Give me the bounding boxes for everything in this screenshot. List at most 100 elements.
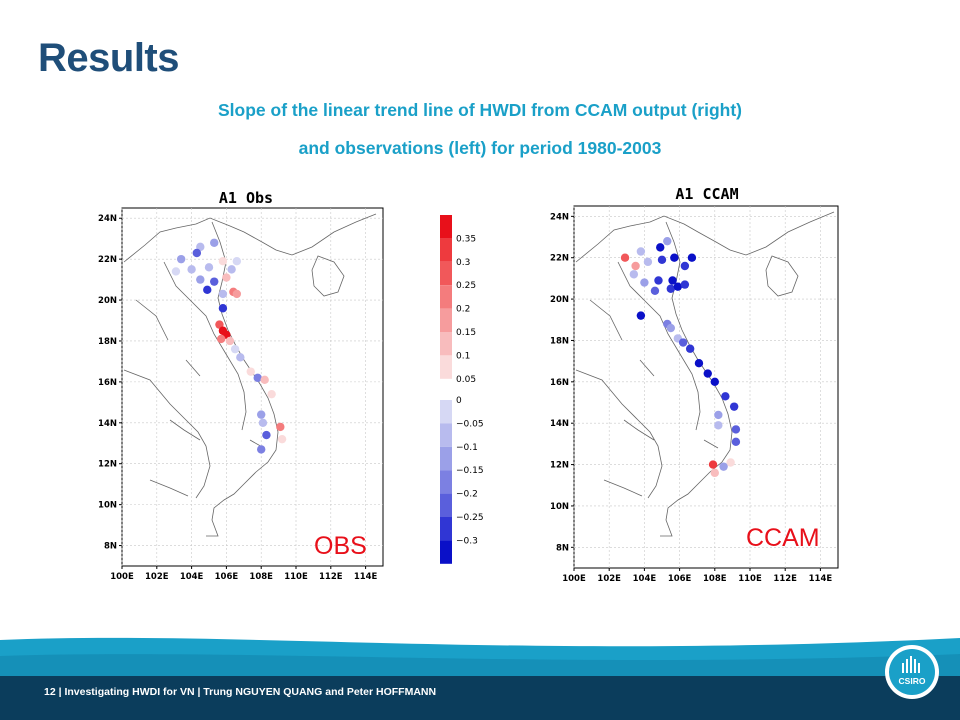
- station-point-obs: [218, 289, 228, 299]
- station-point-ccam: [657, 255, 667, 264]
- station-point-obs: [267, 389, 276, 399]
- station-point-ccam: [714, 421, 723, 430]
- colorbar-label-positive: 0.15: [456, 328, 476, 338]
- lon-label-ccam: 102E: [597, 574, 621, 584]
- station-point-obs: [227, 265, 236, 274]
- station-point-obs: [176, 254, 186, 264]
- station-point-ccam: [680, 261, 690, 271]
- station-point-obs: [222, 273, 231, 282]
- station-point-ccam: [636, 311, 646, 320]
- station-point-ccam: [640, 278, 649, 287]
- map-panel-ccam: A1 CCAM 24N 22N 20N 18N 16N 14N 12N 10N 8N 100E 10…: [550, 185, 839, 584]
- station-point-ccam: [650, 286, 660, 296]
- station-point-obs: [236, 353, 245, 362]
- lon-label-obs: 114E: [354, 572, 378, 582]
- lat-label-obs: 12N: [98, 460, 117, 470]
- colorbar-swatch-positive: [440, 308, 452, 332]
- slide-subtitle-line-2: and observations (left) for period 1980-…: [298, 138, 662, 158]
- station-point-obs: [192, 248, 202, 258]
- station-point-ccam: [729, 402, 739, 411]
- station-point-obs: [225, 336, 235, 346]
- lat-label-ccam: 20N: [550, 295, 569, 305]
- station-point-obs: [216, 334, 226, 344]
- lat-label-ccam: 12N: [550, 461, 569, 471]
- figure-canvas: A1 Obs 24N 22N 20N 18N 16N 14N 12N 10N 8N 100E 102…: [98, 185, 839, 584]
- lat-label-ccam: 14N: [550, 419, 569, 429]
- station-point-ccam: [714, 410, 723, 420]
- station-point-ccam: [708, 460, 718, 469]
- colorbar-swatch-positive: [440, 261, 452, 286]
- station-point-obs: [210, 277, 219, 286]
- map-frame-obs: [121, 207, 384, 567]
- station-point-ccam: [656, 243, 665, 252]
- colorbar-swatch-negative: [440, 423, 452, 447]
- map-tag-ccam: CCAM: [746, 524, 820, 552]
- station-point-ccam: [710, 468, 719, 478]
- lon-label-obs: 110E: [284, 572, 308, 582]
- colorbar-label-negative: 0: [456, 396, 462, 406]
- station-point-ccam: [666, 323, 675, 333]
- footer-text: 12 | Investigating HWDI for VN | Trung N…: [44, 686, 437, 698]
- csiro-logo-text: CSIRO: [898, 676, 926, 686]
- colorbar-label-negative: −0.3: [456, 536, 478, 546]
- station-point-ccam: [670, 253, 679, 262]
- colorbar-swatch-positive: [440, 332, 452, 356]
- station-point-obs: [232, 256, 242, 266]
- colorbar-label-positive: 0.35: [456, 234, 476, 244]
- lat-label-obs: 18N: [98, 337, 117, 347]
- station-point-ccam: [685, 344, 695, 353]
- map-panel-obs: A1 Obs 24N 22N 20N 18N 16N 14N 12N 10N 8N 100E 102…: [98, 189, 384, 582]
- station-point-obs: [253, 373, 262, 382]
- csiro-logo: CSIRO: [885, 645, 939, 699]
- lat-label-obs: 22N: [98, 255, 117, 265]
- colorbar-label-negative: −0.15: [456, 466, 484, 476]
- colorbar-swatch-negative: [440, 493, 452, 517]
- lat-label-ccam: 24N: [550, 212, 569, 222]
- station-point-obs: [232, 289, 242, 299]
- lon-label-obs: 102E: [145, 572, 169, 582]
- lon-label-ccam: 108E: [703, 574, 727, 584]
- station-point-obs: [257, 445, 266, 454]
- colorbar-label-negative: −0.05: [456, 419, 484, 429]
- station-points-obs: [171, 238, 287, 454]
- lon-label-obs: 104E: [180, 572, 204, 582]
- map-tag-obs: OBS: [314, 532, 367, 560]
- map-header-obs: A1 Obs: [219, 189, 273, 207]
- station-point-ccam: [629, 270, 639, 279]
- station-point-ccam: [719, 462, 728, 471]
- map-frame-ccam: [573, 205, 839, 569]
- lon-label-ccam: 112E: [773, 574, 797, 584]
- station-point-ccam: [654, 276, 663, 285]
- lat-label-ccam: 10N: [550, 502, 569, 512]
- lon-label-obs: 108E: [249, 572, 273, 582]
- station-point-obs: [196, 275, 205, 284]
- slide-subtitle-line-1: Slope of the linear trend line of HWDI f…: [218, 100, 742, 120]
- colorbar-swatch-negative: [440, 446, 452, 471]
- station-point-obs: [260, 375, 269, 385]
- lat-label-obs: 16N: [98, 378, 117, 388]
- station-point-obs: [276, 422, 285, 432]
- station-point-obs: [230, 344, 240, 354]
- colorbar-swatch-positive: [440, 355, 452, 379]
- station-point-obs: [203, 285, 212, 295]
- csiro-logo-disc: CSIRO: [889, 649, 935, 695]
- coastline-ccam: [575, 211, 835, 537]
- station-point-obs: [210, 238, 219, 247]
- station-point-ccam: [721, 392, 730, 401]
- lon-label-obs: 112E: [319, 572, 343, 582]
- station-point-obs: [258, 418, 268, 427]
- map-header-ccam: A1 CCAM: [675, 185, 738, 203]
- station-point-obs: [171, 267, 181, 276]
- colorbar-swatch-negative: [440, 400, 452, 424]
- station-point-obs: [204, 263, 214, 272]
- coastline-obs: [123, 213, 377, 537]
- station-point-ccam: [710, 377, 719, 387]
- station-point-obs: [257, 410, 266, 419]
- map-grid-obs: 24N 22N 20N 18N 16N 14N 12N 10N 8N 100E 102E 104E 10…: [98, 208, 383, 582]
- lat-label-ccam: 18N: [550, 336, 569, 346]
- colorbar-swatch-negative: [440, 517, 452, 541]
- lon-label-ccam: 106E: [668, 574, 692, 584]
- colorbar-legend: 0.35 0.3 0.25 0.2 0.15 0.1 0.05 0 −0.05 −0.1 −0.15…: [440, 215, 484, 564]
- station-point-ccam: [694, 359, 704, 368]
- colorbar-label-negative: −0.1: [456, 443, 478, 453]
